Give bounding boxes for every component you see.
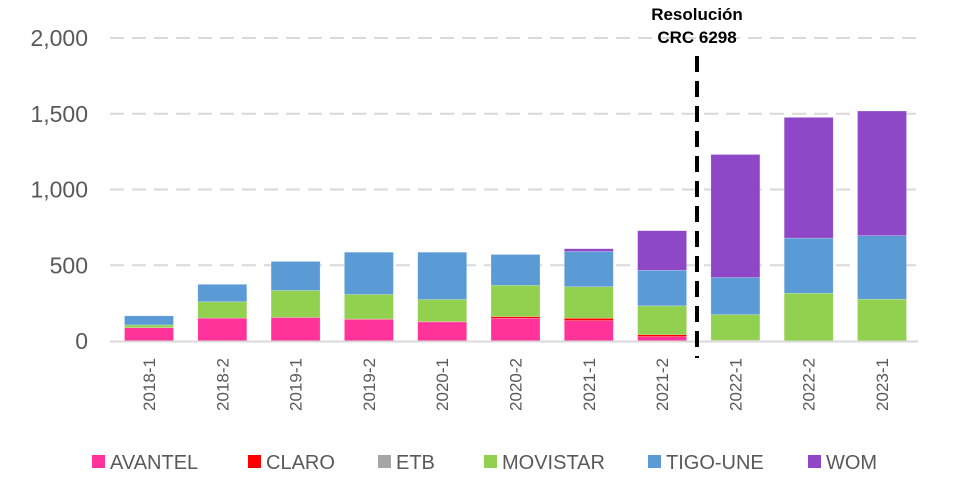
bar-segment-avantel-2020-1 — [417, 321, 468, 342]
x-tick-label: 2018-1 — [140, 358, 159, 411]
bar-segment-wom-2022-2 — [783, 117, 834, 239]
bar-segment-claro-2021-1 — [563, 317, 614, 321]
y-tick-label: 500 — [50, 252, 88, 278]
bar-segment-movistar-2023-1 — [857, 298, 907, 342]
y-tick-label: 1,500 — [30, 101, 88, 127]
x-tick-label: 2023-1 — [873, 358, 892, 411]
bar-segment-avantel-2019-2 — [344, 319, 394, 342]
x-tick-label: 2021-2 — [653, 358, 672, 411]
x-tick-label: 2019-2 — [360, 358, 379, 411]
bar-segment-avantel-2019-1 — [270, 317, 321, 342]
legend-item-tigo-une: TIGO-UNE — [648, 452, 764, 474]
bar-segment-avantel-2021-1 — [563, 320, 614, 342]
bar-segment-tigo-une-2022-1 — [710, 277, 761, 315]
legend-label: AVANTEL — [110, 452, 198, 474]
legend-label: CLARO — [266, 452, 335, 474]
annotation-label-line1: Resolución — [651, 5, 743, 24]
bar-segment-wom-2021-1 — [563, 248, 614, 252]
y-tick-label: 0 — [75, 328, 88, 354]
legend-swatch — [648, 455, 661, 468]
bar-segment-wom-2022-1 — [710, 154, 761, 278]
bar-segment-avantel-2018-2 — [197, 317, 248, 342]
y-tick-label: 1,000 — [30, 177, 88, 203]
legend: AVANTEL CLARO ETB MOVISTAR TIGO-UNE WOM — [92, 452, 877, 474]
bar-segment-movistar-2018-2 — [197, 301, 248, 319]
bar-segment-tigo-une-2023-1 — [857, 235, 907, 300]
y-tick-label: 2,000 — [30, 25, 88, 51]
legend-item-wom: WOM — [808, 452, 877, 474]
bar-segment-movistar-2020-2 — [490, 285, 541, 317]
x-tick-label: 2022-2 — [800, 358, 819, 411]
bar-segment-tigo-une-2020-2 — [490, 254, 541, 286]
legend-item-movistar: MOVISTAR — [484, 452, 605, 474]
bar-segment-avantel-2020-2 — [490, 317, 541, 342]
bar-segment-tigo-une-2019-1 — [270, 261, 321, 291]
legend-label: ETB — [396, 452, 435, 474]
legend-item-claro: CLARO — [248, 452, 335, 474]
bar-segment-tigo-une-2018-1 — [124, 315, 174, 326]
legend-swatch — [248, 455, 261, 468]
x-tick-label: 2022-1 — [726, 358, 745, 411]
bar-segment-tigo-une-2022-2 — [783, 237, 834, 294]
legend-label: MOVISTAR — [502, 452, 605, 474]
bar-segment-avantel-2021-2 — [637, 336, 687, 342]
bar-segment-movistar-2020-1 — [417, 299, 468, 322]
bar-segment-movistar-2022-1 — [710, 314, 761, 341]
bar-segment-movistar-2022-2 — [783, 292, 834, 342]
bar-segment-tigo-une-2018-2 — [197, 284, 248, 303]
bar-segment-tigo-une-2020-1 — [417, 251, 468, 300]
x-tick-label: 2021-1 — [580, 358, 599, 411]
legend-item-etb: ETB — [378, 452, 435, 474]
bar-segment-movistar-2019-1 — [270, 290, 321, 318]
bar-segment-movistar-2021-1 — [563, 286, 614, 319]
bar-segment-tigo-une-2021-1 — [563, 251, 614, 288]
bar-segment-wom-2021-2 — [637, 230, 687, 271]
legend-swatch — [808, 455, 821, 468]
x-tick-label: 2018-2 — [213, 358, 232, 411]
x-tick-label: 2020-1 — [433, 358, 452, 411]
bar-segment-movistar-2019-2 — [344, 294, 394, 320]
bar-segment-tigo-une-2019-2 — [344, 251, 394, 295]
x-tick-label: 2020-2 — [507, 358, 526, 411]
legend-label: WOM — [826, 452, 877, 474]
legend-label: TIGO-UNE — [666, 452, 764, 474]
bar-segment-avantel-2018-1 — [124, 327, 174, 342]
annotation-label-line2: CRC 6298 — [657, 28, 736, 47]
legend-item-avantel: AVANTEL — [92, 452, 198, 474]
legend-swatch — [92, 455, 105, 468]
bar-segment-movistar-2021-2 — [637, 305, 687, 335]
bar-segment-tigo-une-2021-2 — [637, 269, 687, 307]
bar-segment-wom-2023-1 — [857, 110, 907, 237]
legend-swatch — [378, 455, 391, 468]
bar-segment-movistar-2018-1 — [124, 324, 174, 328]
x-tick-label: 2019-1 — [287, 358, 306, 411]
legend-swatch — [484, 455, 497, 468]
